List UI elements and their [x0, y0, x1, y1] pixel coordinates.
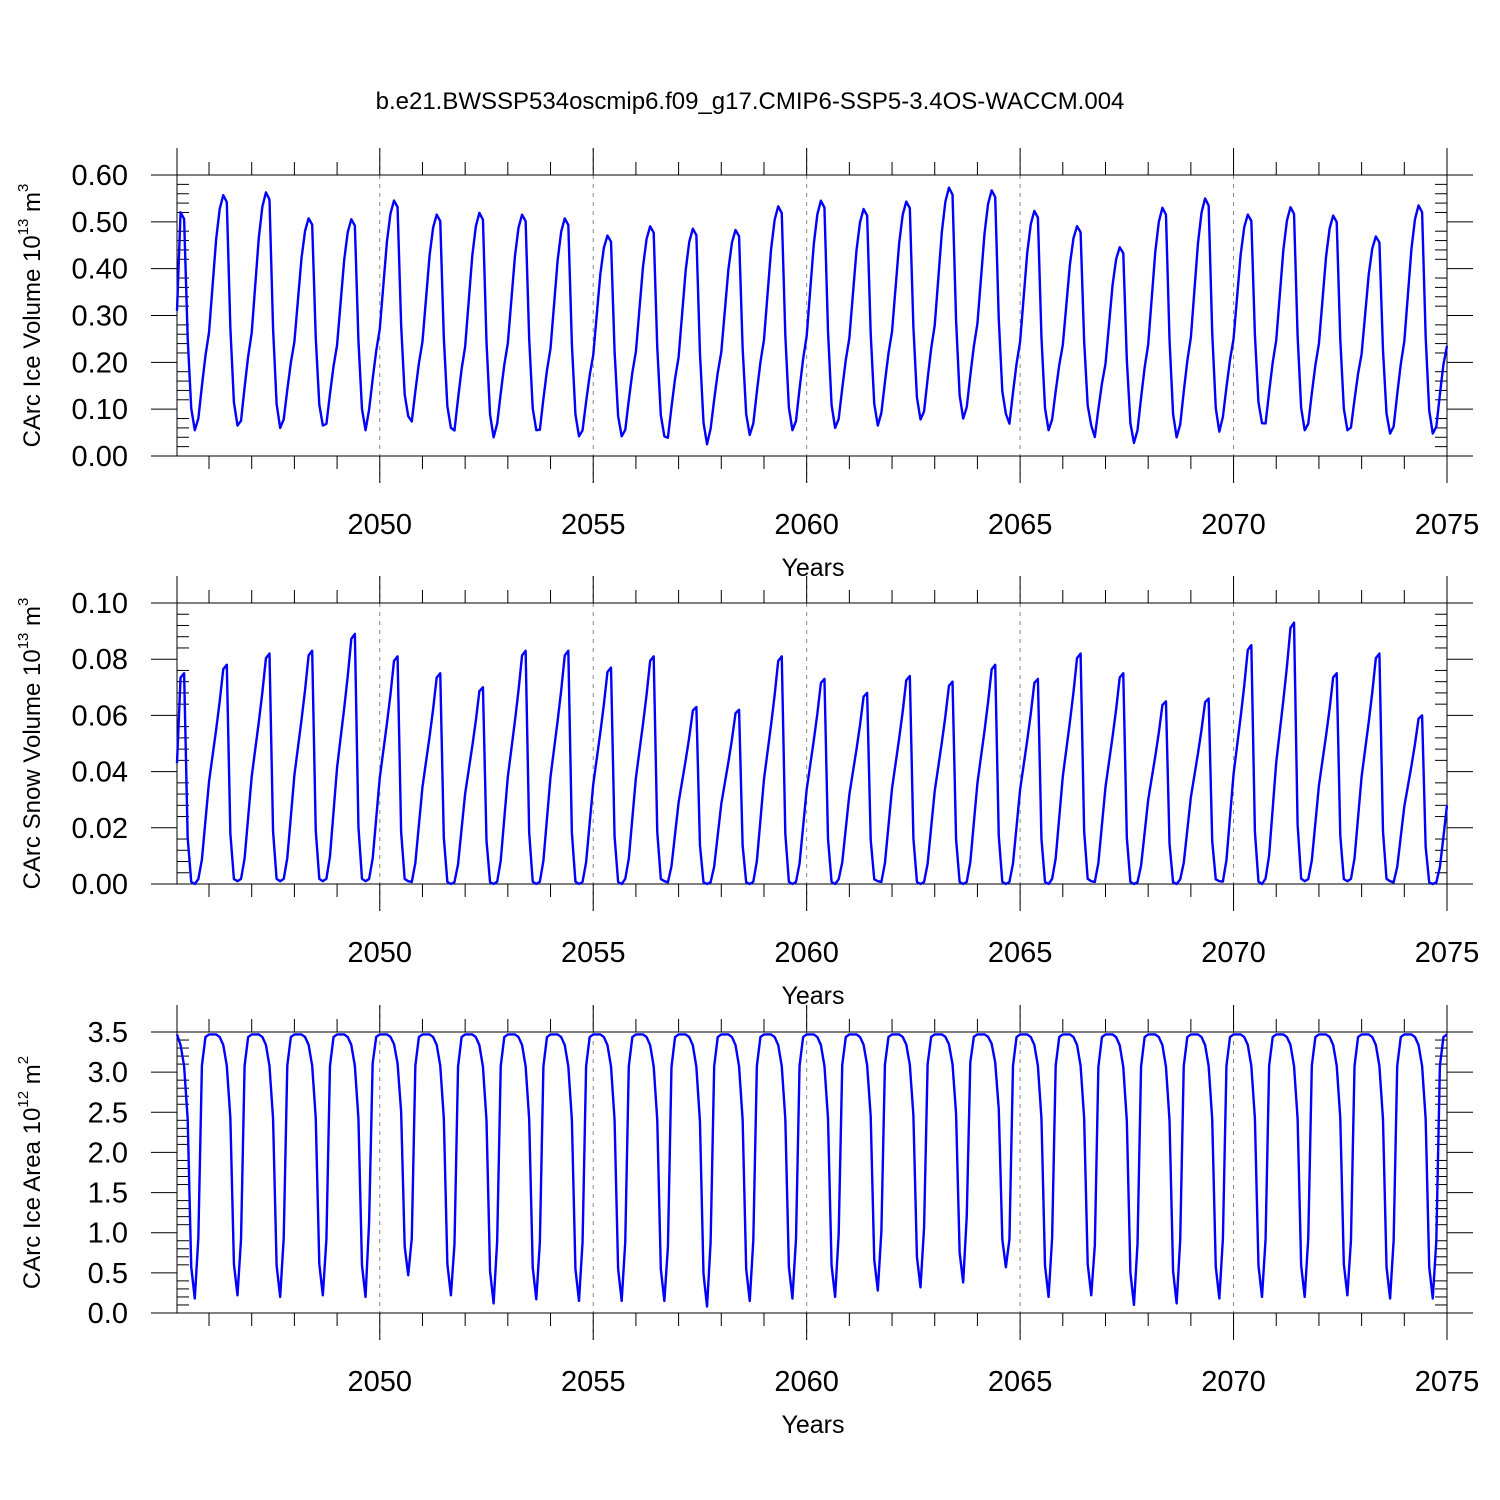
series-line-snow_volume: [175, 621, 1449, 886]
x-tick-label: 2055: [561, 937, 626, 969]
y-tick-label: 0.02: [72, 813, 128, 845]
y-tick-label: 0.08: [72, 644, 128, 676]
y-tick-label: 1.5: [88, 1178, 128, 1210]
y-tick-label: 0.5: [88, 1258, 128, 1290]
y-tick-label: 0.0: [88, 1298, 128, 1330]
y-tick-label: 1.0: [88, 1218, 128, 1250]
x-tick-label: 2065: [988, 1366, 1053, 1398]
x-axis-label: Years: [781, 1411, 844, 1439]
x-tick-label: 2050: [348, 1366, 413, 1398]
y-tick-label: 0.04: [72, 757, 128, 789]
x-tick-label: 2060: [774, 937, 839, 969]
y-tick-label: 3.0: [88, 1057, 128, 1089]
x-tick-label: 2075: [1415, 509, 1480, 541]
x-tick-label: 2050: [348, 937, 413, 969]
x-axis-label: Years: [781, 554, 844, 582]
y-tick-label: 0.10: [72, 394, 128, 426]
y-tick-label: 2.5: [88, 1097, 128, 1129]
y-tick-label: 0.00: [72, 869, 128, 901]
x-tick-label: 2065: [988, 937, 1053, 969]
y-axis-label: CArc Ice Area 1012 m2: [15, 1056, 46, 1289]
y-tick-label: 0.30: [72, 301, 128, 333]
x-tick-label: 2070: [1201, 937, 1266, 969]
y-tick-label: 0.06: [72, 700, 128, 732]
y-tick-label: 0.50: [72, 207, 128, 239]
x-tick-label: 2060: [774, 1366, 839, 1398]
panel-ice_volume: 2050 2055 2060 2065 2070 2075 Years 0.00 0.10 0.2…: [15, 148, 1479, 582]
y-tick-label: 0.40: [72, 254, 128, 286]
x-tick-label: 2055: [561, 509, 626, 541]
y-tick-label: 2.0: [88, 1137, 128, 1169]
panel-ice_area: 2050 2055 2060 2065 2070 2075 Years 0.0 0.5 1.0 1.…: [15, 1005, 1479, 1439]
y-tick-label: 0.60: [72, 160, 128, 192]
y-tick-label: 0.20: [72, 347, 128, 379]
y-axis-label: CArc Snow Volume 1013 m3: [15, 598, 46, 890]
x-tick-label: 2055: [561, 1366, 626, 1398]
x-tick-label: 2060: [774, 509, 839, 541]
series-line-ice_area: [175, 1033, 1448, 1308]
y-tick-label: 0.10: [72, 588, 128, 620]
series-line-ice_volume: [175, 186, 1449, 446]
panel-snow_volume: 2050 2055 2060 2065 2070 2075 Years 0.00 0.02 0.0…: [15, 576, 1479, 1010]
x-tick-label: 2070: [1201, 1366, 1266, 1398]
y-axis-label: CArc Ice Volume 1013 m3: [15, 184, 46, 448]
y-tick-label: 3.5: [88, 1017, 128, 1049]
x-tick-label: 2075: [1415, 1366, 1480, 1398]
chart-title: b.e21.BWSSP534oscmip6.f09_g17.CMIP6-SSP5…: [376, 88, 1125, 115]
x-tick-label: 2070: [1201, 509, 1266, 541]
x-tick-label: 2050: [348, 509, 413, 541]
y-tick-label: 0.00: [72, 441, 128, 473]
x-tick-label: 2065: [988, 509, 1053, 541]
x-tick-label: 2075: [1415, 937, 1480, 969]
x-axis-label: Years: [781, 982, 844, 1010]
